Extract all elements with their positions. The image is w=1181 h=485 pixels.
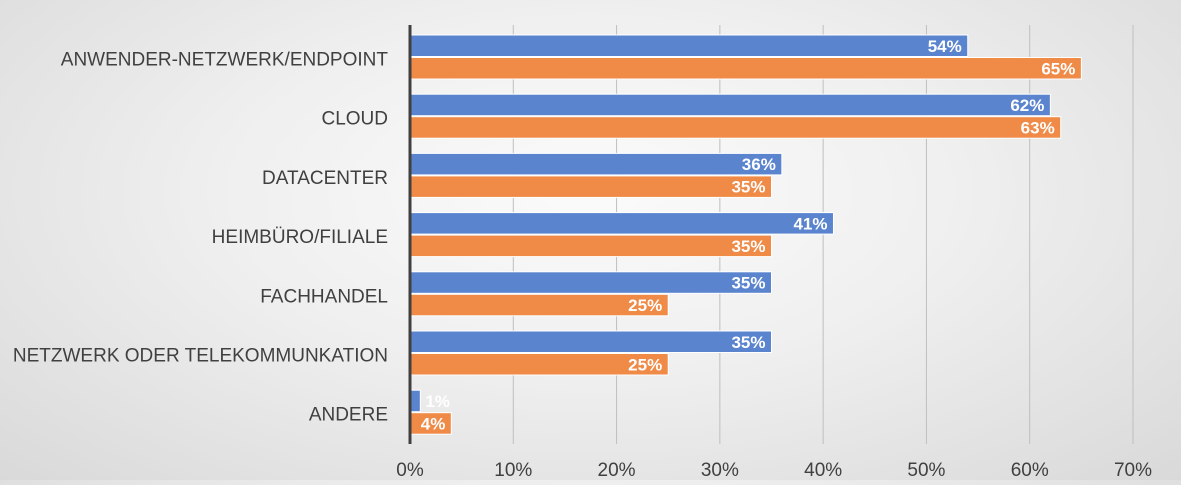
data-label: 35% bbox=[731, 333, 765, 352]
data-label: 4% bbox=[421, 414, 446, 433]
data-labels: 54% 65% 62% 63% 36% 35% 41% 35% 35% 25% 35% 25% 1% 4% bbox=[421, 37, 1076, 434]
bar-series-1-1 bbox=[409, 93, 1051, 117]
x-tick-label: 60% bbox=[1011, 460, 1049, 480]
x-tick-label: 10% bbox=[494, 460, 532, 480]
data-label: 63% bbox=[1021, 118, 1055, 137]
data-label: 54% bbox=[928, 37, 962, 56]
category-label: NETZWERK ODER TELEKOMMUNKATION bbox=[13, 346, 388, 367]
x-axis-ticks: 0% 10% 20% 30% 40% 50% 60% 70% bbox=[396, 460, 1152, 481]
bar-series-1-4 bbox=[409, 271, 772, 294]
bar-series-1-0 bbox=[409, 34, 969, 57]
bar-series-1-6 bbox=[409, 389, 421, 413]
bar-series-2-0 bbox=[409, 57, 1082, 80]
x-tick-label: 30% bbox=[701, 460, 739, 480]
data-label: 65% bbox=[1041, 59, 1075, 78]
bars bbox=[409, 34, 1082, 435]
data-label: 25% bbox=[628, 355, 662, 374]
bar-series-1-2 bbox=[409, 152, 783, 176]
x-tick-label: 50% bbox=[907, 460, 945, 480]
bar-series-1-3 bbox=[409, 212, 834, 235]
category-label: ANWENDER-NETZWERK/ENDPOINT bbox=[61, 50, 389, 71]
bar-series-1-5 bbox=[409, 330, 772, 353]
x-tick-label: 0% bbox=[396, 460, 424, 480]
x-tick-label: 70% bbox=[1114, 460, 1152, 480]
bar-series-2-2 bbox=[409, 175, 772, 198]
category-label: HEIMBÜRO/FILIALE bbox=[212, 227, 388, 248]
x-tick-label: 40% bbox=[804, 460, 842, 480]
category-labels: ANWENDER-NETZWERK/ENDPOINT CLOUD DATACENTE… bbox=[13, 50, 388, 426]
category-label: DATACENTER bbox=[262, 168, 388, 189]
x-tick-label: 20% bbox=[598, 460, 636, 480]
data-label: 25% bbox=[628, 296, 662, 315]
data-label: 62% bbox=[1010, 96, 1044, 115]
data-label: 41% bbox=[793, 214, 827, 233]
category-label: ANDERE bbox=[309, 405, 388, 426]
data-label: 35% bbox=[731, 274, 765, 293]
data-label: 1% bbox=[425, 392, 450, 411]
bar-series-2-3 bbox=[409, 234, 772, 258]
data-label: 36% bbox=[742, 155, 776, 174]
bar-series-2-1 bbox=[409, 116, 1062, 139]
data-label: 35% bbox=[731, 178, 765, 197]
category-label: CLOUD bbox=[321, 109, 388, 130]
data-label: 35% bbox=[731, 237, 765, 256]
category-label: FACHHANDEL bbox=[260, 286, 388, 307]
